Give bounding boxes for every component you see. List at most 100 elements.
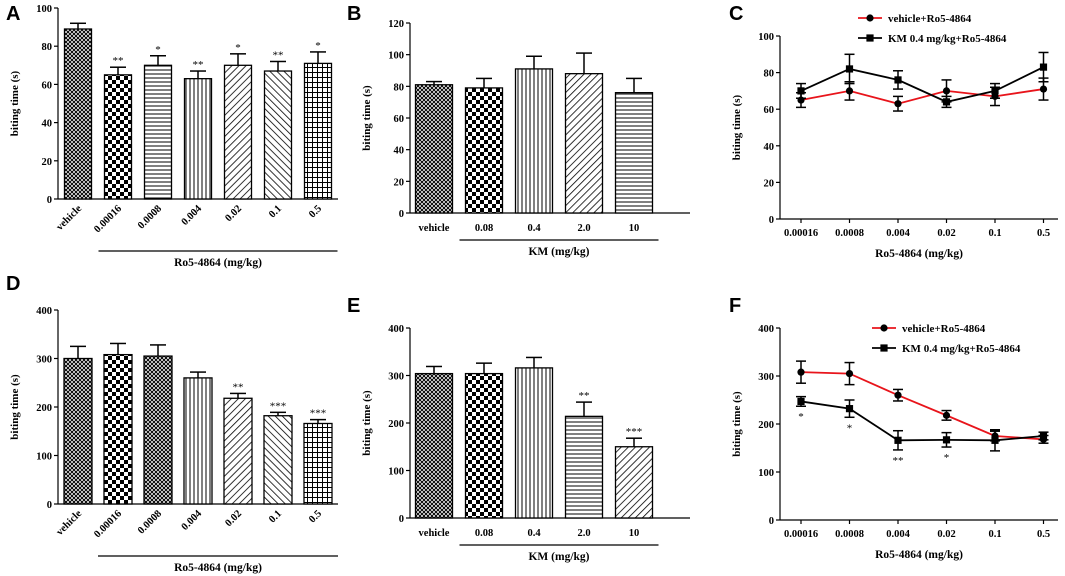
- y-tick-label: 60: [394, 114, 405, 125]
- x-tick-label: 0.004: [180, 203, 205, 228]
- series-line: [800, 88, 1044, 105]
- bar: [223, 64, 253, 200]
- y-tick-label: 40: [394, 146, 405, 157]
- significance-label: *: [155, 44, 161, 56]
- data-point: [845, 65, 854, 73]
- bar: [514, 68, 554, 214]
- significance-label: *: [944, 452, 950, 464]
- y-tick-label: 60: [42, 80, 53, 91]
- significance-label: *: [235, 42, 241, 54]
- data-point: [797, 397, 805, 406]
- x-tick-label: 0.004: [886, 529, 910, 540]
- x-tick-label: vehicle: [54, 508, 84, 538]
- significance-label: **: [233, 381, 244, 393]
- x-tick-label: 0.1: [988, 529, 1001, 540]
- legend-marker: [880, 344, 888, 352]
- y-tick-label: 0: [769, 215, 774, 226]
- y-tick-label: 0: [399, 514, 404, 525]
- bar: [564, 415, 604, 519]
- x-tick-label: 0.00016: [784, 228, 818, 239]
- legend-label: vehicle+Ro5-4864: [888, 13, 972, 25]
- bar: [303, 422, 333, 505]
- group-label: Ro5-4864 (mg/kg): [174, 257, 262, 269]
- data-point: [894, 436, 902, 444]
- bar: [263, 70, 293, 200]
- panel-c: 0 20 40 60 80 100 biting time (s) C 0.00016 0.000…: [729, 3, 1058, 260]
- data-point: [942, 411, 951, 419]
- group-label: KM (mg/kg): [528, 551, 589, 563]
- x-tick-label: 0.0008: [835, 529, 864, 540]
- panel-letter: F: [729, 295, 741, 317]
- bar: [414, 372, 454, 519]
- x-tick-label: vehicle: [419, 528, 450, 539]
- x-tick-label: 0.5: [1037, 228, 1050, 239]
- legend-label: vehicle+Ro5-4864: [902, 323, 986, 335]
- y-tick-label: 80: [42, 42, 53, 53]
- data-point: [797, 87, 805, 95]
- data-point: [942, 436, 951, 444]
- y-tick-label: 400: [758, 324, 774, 335]
- y-tick-label: 200: [36, 403, 52, 414]
- y-tick-label: 100: [758, 32, 774, 43]
- bar: [464, 372, 504, 519]
- x-tick-label: 0.5: [307, 203, 324, 220]
- x-tick-label: 0.0008: [136, 508, 164, 536]
- bar: [103, 74, 133, 200]
- x-axis-label: Ro5-4864 (mg/kg): [875, 549, 963, 561]
- y-tick-label: 200: [388, 419, 404, 430]
- data-point: [1039, 432, 1048, 440]
- bar: [514, 367, 554, 519]
- significance-label: **: [579, 390, 590, 402]
- x-tick-label: 0.02: [223, 508, 244, 529]
- y-tick-label: 300: [36, 355, 52, 366]
- series-line: [800, 400, 1044, 442]
- y-tick-label: 40: [42, 119, 53, 130]
- x-tick-label: 0.0008: [136, 203, 164, 231]
- y-axis-label: biting time (s): [361, 390, 373, 456]
- y-tick-label: 20: [764, 178, 775, 189]
- series-line: [800, 66, 1044, 103]
- y-tick-label: 100: [36, 452, 52, 463]
- x-tick-label: 0.004: [180, 508, 205, 533]
- x-tick-label: 10: [629, 528, 640, 539]
- significance-label: ***: [626, 426, 643, 438]
- legend-marker: [866, 14, 874, 22]
- y-tick-label: 0: [769, 516, 774, 527]
- y-tick-label: 400: [36, 306, 52, 317]
- x-tick-label: 0.00016: [92, 508, 124, 540]
- legend-marker: [866, 34, 874, 42]
- x-axis-label: Ro5-4864 (mg/kg): [875, 248, 963, 260]
- x-tick-label: 0.1: [267, 508, 284, 525]
- x-tick-label: 0.08: [475, 223, 493, 234]
- y-axis-label: biting time (s): [731, 94, 743, 160]
- y-tick-label: 80: [394, 82, 405, 93]
- significance-label: ***: [310, 408, 327, 420]
- bar: [183, 78, 213, 200]
- bar: [614, 92, 654, 214]
- bar: [143, 355, 173, 505]
- y-tick-label: 100: [36, 4, 52, 15]
- bar: [223, 397, 253, 505]
- bar: [103, 353, 133, 505]
- y-axis-label: biting time (s): [9, 374, 21, 440]
- data-point: [894, 100, 902, 108]
- x-tick-label: 10: [629, 223, 640, 234]
- x-tick-label: 2.0: [577, 223, 590, 234]
- significance-label: *: [315, 40, 321, 52]
- significance-label: *: [798, 411, 804, 423]
- x-tick-label: 0.4: [527, 223, 541, 234]
- bar: [263, 415, 293, 505]
- y-tick-label: 60: [764, 105, 775, 116]
- y-tick-label: 80: [764, 69, 775, 80]
- bar: [564, 73, 604, 214]
- panel-letter: D: [6, 273, 20, 295]
- x-tick-label: 0.02: [937, 228, 955, 239]
- y-tick-label: 300: [388, 372, 404, 383]
- y-tick-label: 20: [394, 177, 405, 188]
- data-point: [894, 391, 902, 399]
- x-tick-label: 0.00016: [784, 529, 818, 540]
